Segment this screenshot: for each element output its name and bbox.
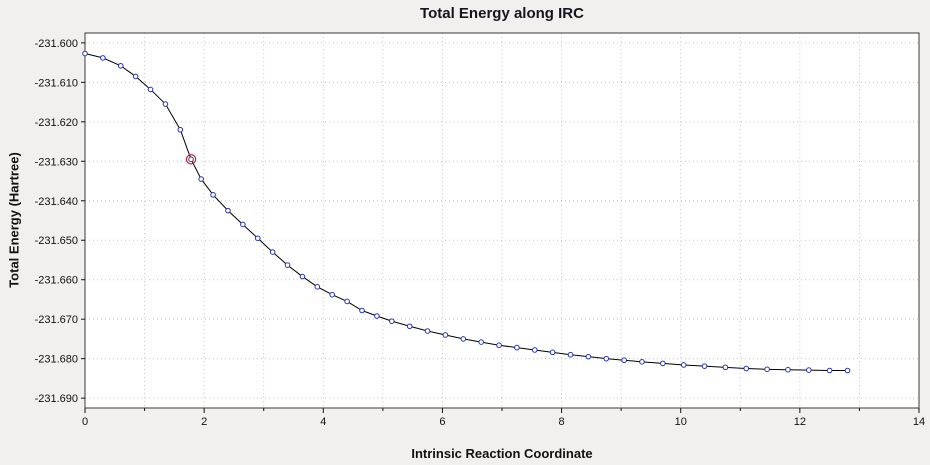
data-point[interactable] [82,50,88,57]
data-point[interactable] [603,355,610,362]
data-point[interactable] [549,349,556,356]
data-point[interactable] [198,176,204,182]
x-tick-label: 10 [675,416,687,428]
data-point[interactable] [826,367,833,374]
data-point[interactable] [785,366,791,373]
data-point[interactable] [442,332,449,338]
selected-point-marker [185,154,197,165]
energy-curve [84,53,848,371]
x-tick-label: 4 [320,416,326,428]
data-point[interactable] [284,262,291,268]
x-tick-label: 8 [559,416,565,428]
data-point[interactable] [844,367,851,374]
y-tick-label: -231.610 [35,77,78,89]
y-tick-label: -231.670 [35,314,78,326]
x-tick-label: 12 [794,416,806,428]
data-point[interactable] [388,318,395,324]
data-point[interactable] [805,367,812,373]
data-point[interactable] [374,313,380,319]
data-point[interactable] [225,207,231,214]
data-point[interactable] [177,126,184,133]
data-point[interactable] [188,156,194,163]
data-point[interactable] [460,336,467,342]
x-tick-label: 14 [913,416,925,428]
data-point[interactable] [344,298,350,305]
data-point[interactable] [585,353,592,360]
data-point[interactable] [743,365,750,372]
data-point[interactable] [100,55,106,61]
y-tick-label: -231.630 [35,156,78,168]
y-tick-label: -231.690 [35,393,78,405]
data-point[interactable] [406,323,413,330]
data-point[interactable] [764,366,770,373]
data-point[interactable] [117,62,124,69]
y-tick-label: -231.600 [35,38,78,50]
x-axis-label: Intrinsic Reaction Coordinate [411,446,593,461]
data-point[interactable] [701,363,708,369]
data-point[interactable] [329,291,336,298]
data-point[interactable] [132,73,139,80]
y-tick-label: -231.640 [35,196,78,208]
data-point[interactable] [567,351,574,358]
x-tick-label: 0 [82,416,88,428]
y-tick-label: -231.660 [35,275,78,287]
data-point[interactable] [299,273,306,280]
data-point[interactable] [680,362,687,368]
data-point[interactable] [722,364,729,371]
y-tick-label: -231.650 [35,235,78,247]
data-point[interactable] [639,359,645,365]
x-tick-label: 6 [439,416,445,428]
chart-title: Total Energy along IRC [420,5,584,22]
data-point[interactable] [314,284,321,290]
data-point[interactable] [660,360,666,367]
data-point[interactable] [147,86,154,93]
data-point[interactable] [210,192,216,198]
data-point[interactable] [240,221,246,228]
y-tick-label: -231.620 [35,117,78,129]
data-point[interactable] [496,342,502,349]
x-tick-label: 2 [201,416,207,428]
data-point[interactable] [162,101,169,107]
data-point[interactable] [531,347,538,353]
data-point[interactable] [478,339,484,345]
y-tick-label: -231.680 [35,354,78,366]
data-point[interactable] [424,328,431,334]
data-point[interactable] [269,249,276,255]
data-point[interactable] [254,235,261,242]
data-point[interactable] [621,357,627,364]
data-point[interactable] [514,344,520,351]
data-point[interactable] [359,307,365,314]
